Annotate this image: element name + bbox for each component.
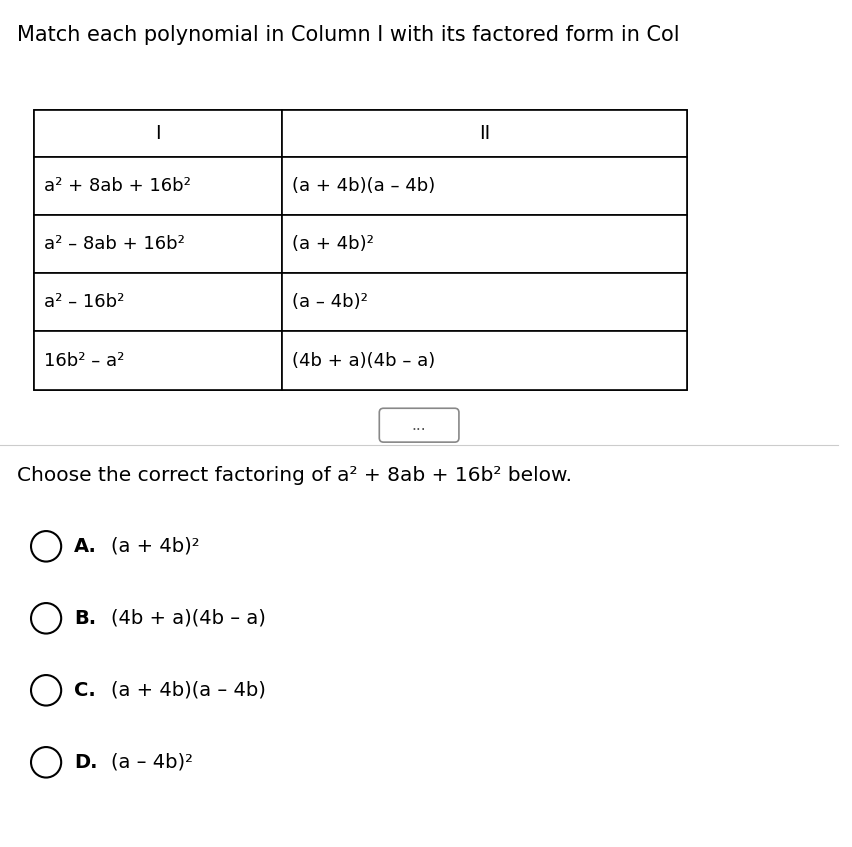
Bar [33,331,282,390]
FancyBboxPatch shape [379,408,458,442]
Text: 16b² – a²: 16b² – a² [43,352,124,369]
Bar [282,110,687,157]
Text: A.: A. [73,537,96,556]
Text: ...: ... [412,418,426,433]
Bar [282,215,687,274]
Text: B.: B. [73,609,95,628]
Text: a² – 8ab + 16b²: a² – 8ab + 16b² [43,235,184,253]
Text: (4b + a)(4b – a): (4b + a)(4b – a) [291,352,435,369]
Bar [282,157,687,215]
Bar [282,331,687,390]
Text: (a + 4b)(a – 4b): (a + 4b)(a – 4b) [291,177,435,195]
Text: Match each polynomial in Column I with its factored form in Col: Match each polynomial in Column I with i… [17,25,678,46]
Text: I: I [155,124,160,143]
Text: (a + 4b)²: (a + 4b)² [112,537,200,556]
Text: a² + 8ab + 16b²: a² + 8ab + 16b² [43,177,190,195]
Text: D.: D. [73,753,97,772]
Text: (a + 4b)²: (a + 4b)² [291,235,373,253]
Text: a² – 16b²: a² – 16b² [43,293,124,312]
Bar [33,274,282,331]
Text: (a – 4b)²: (a – 4b)² [112,753,193,772]
Bar [33,215,282,274]
Text: II: II [479,124,490,143]
Bar [33,110,687,390]
Text: (a – 4b)²: (a – 4b)² [291,293,367,312]
Text: C.: C. [73,681,95,700]
Text: Choose the correct factoring of a² + 8ab + 16b² below.: Choose the correct factoring of a² + 8ab… [17,466,571,484]
Bar [282,274,687,331]
Text: (4b + a)(4b – a): (4b + a)(4b – a) [112,609,266,628]
Text: (a + 4b)(a – 4b): (a + 4b)(a – 4b) [112,681,266,700]
Bar [33,157,282,215]
Bar [33,110,282,157]
